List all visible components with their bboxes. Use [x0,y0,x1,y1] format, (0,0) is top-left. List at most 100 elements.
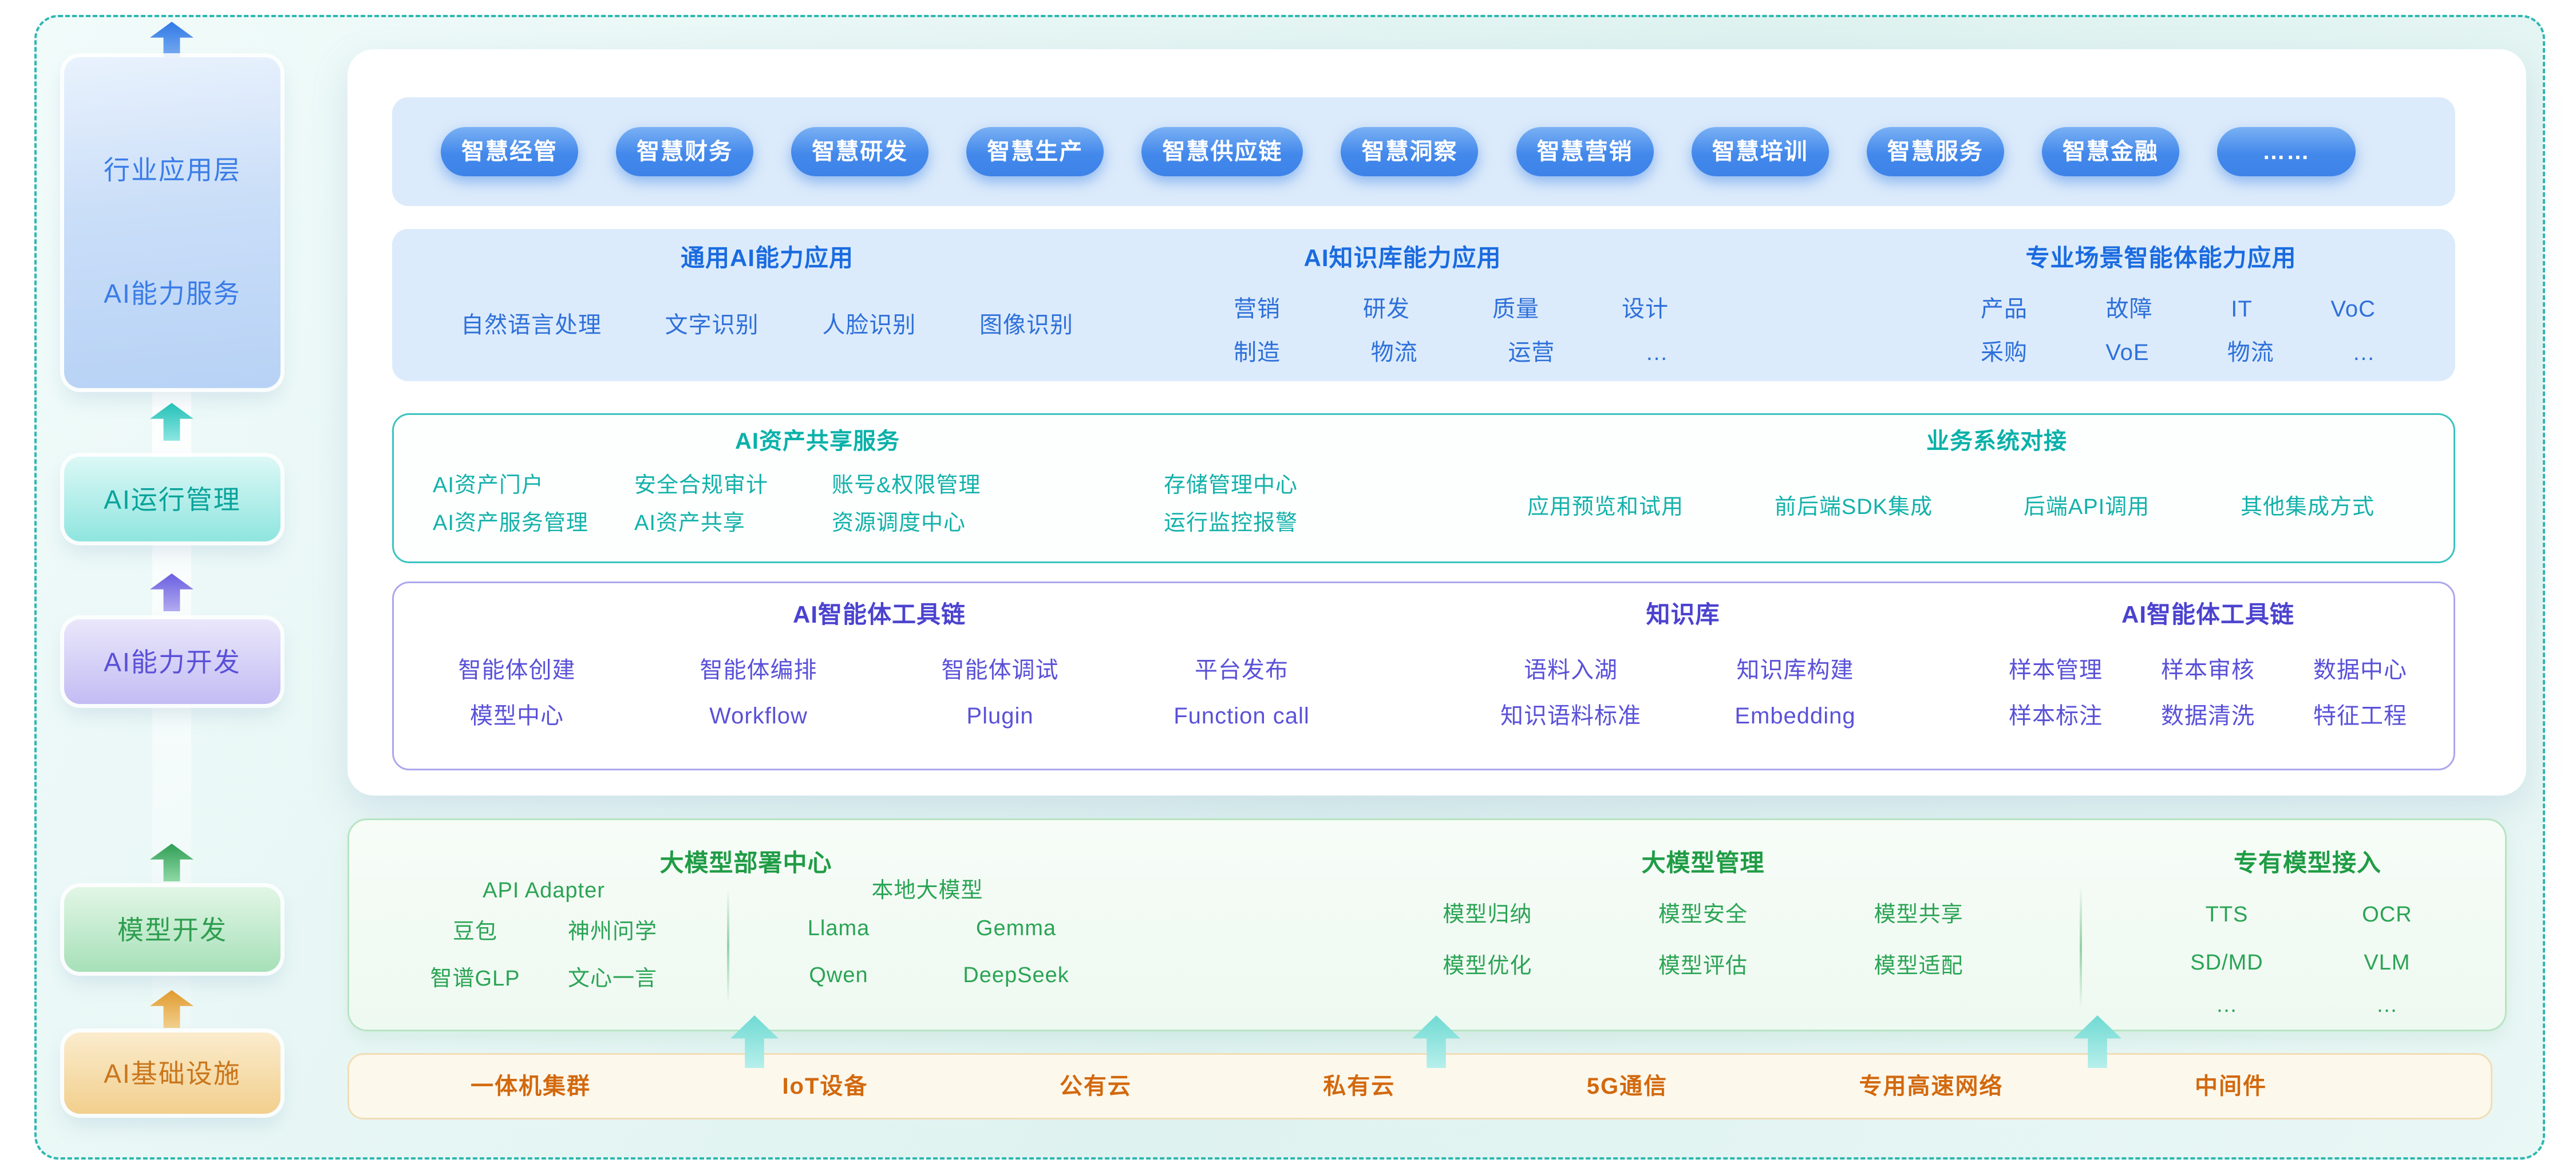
capability-item: 故障 [2105,296,2153,322]
model-item: 模型评估 [1658,954,1748,978]
app-pill-more: …… [2217,127,2356,176]
infra-item: 公有云 [1059,1074,1132,1099]
layer-ai-operation-label: AI运行管理 [104,485,241,515]
general-ai-title: 通用AI能力应用 [680,244,854,271]
runtime-item: AI资产共享 [634,511,745,535]
app-pill: 智慧经管 [441,127,578,176]
devtool-item: Workflow [709,703,808,729]
runtime-item: 资源调度中心 [832,511,966,535]
ai-development-box: AI智能体工具链 智能体创建 智能体编排 智能体调试 平台发布 模型中心 Wor… [392,581,2455,770]
runtime-item: 后端API调用 [2023,495,2150,519]
capability-item: 研发 [1363,296,1410,322]
capability-item: … [1645,340,1669,365]
devtool-item: 特征工程 [2313,703,2407,729]
agent-scene-title: 专业场景智能体能力应用 [2025,244,2297,271]
model-item: 智谱GLP [430,967,520,991]
model-item: SD/MD [2190,951,2263,975]
api-adapter-row1: 豆包 神州问学 [406,921,681,943]
capability-item: 物流 [2227,340,2274,365]
model-item: 文心一言 [567,967,657,991]
devtool-item: 模型中心 [470,703,564,729]
model-item: TTS [2205,903,2249,927]
runtime-item: 其他集成方式 [2240,495,2374,519]
layer-ai-service-label: AI能力服务 [104,279,241,308]
model-item: Qwen [809,963,868,987]
devtool-item: 数据清洗 [2161,703,2255,729]
app-pill: 智慧金融 [2041,127,2179,176]
capability-item: 图像识别 [979,312,1073,338]
devtool-item: 知识语料标准 [1500,703,1641,729]
dedicated-model-title: 专有模型接入 [2233,849,2381,876]
model-item: OCR [2362,903,2412,927]
model-item: DeepSeek [963,963,1069,987]
data-toolchain-row1: 样本管理 样本审核 数据中心 [1980,659,2436,682]
kb-ai-row1: 营销 研发 质量 设计 [1205,298,1697,321]
capability-item: IT [2231,296,2253,322]
capability-item: 质量 [1492,296,1539,322]
kb-ai-title: AI知识库能力应用 [1303,244,1502,271]
model-item: 模型安全 [1658,903,1748,927]
runtime-item: 运行监控报警 [1164,511,1298,535]
model-item: … [2376,993,2399,1017]
system-integration-items: 应用预览和试用 前后端SDK集成 后端API调用 其他集成方式 [1527,496,2374,518]
model-item: Gemma [975,916,1057,940]
runtime-management-box: AI资产共享服务 AI资产门户 安全合规审计 账号&权限管理 存储管理中心 AI… [392,413,2455,563]
local-model-row1: Llama Gemma [750,917,1105,939]
model-item: VLM [2364,951,2411,975]
layer-ai-infrastructure: AI基础设施 [64,1032,280,1114]
agent-toolchain-row2: 模型中心 Workflow Plugin Function call [396,705,1362,727]
layer-ai-development-label: AI能力开发 [104,647,241,677]
agent-scene-row2: 采购 VoE 物流 … [1961,341,2396,364]
model-manage-row1: 模型归纳 模型安全 模型共享 [1380,904,2026,925]
kb-ai-row2: 制造 物流 运营 … [1205,341,1697,364]
local-model-row2: Qwen DeepSeek [750,964,1105,986]
model-item: 模型适配 [1874,954,1963,978]
devtool-item: 智能体调试 [941,658,1059,683]
knowledge-base-row2: 知识语料标准 Embedding [1459,705,1907,727]
app-pill: 智慧生产 [966,127,1104,176]
devtool-item: 数据中心 [2313,658,2407,683]
capabilities-panel: 通用AI能力应用 自然语言处理 文字识别 人脸识别 图像识别 AI知识库能力应用… [392,229,2455,381]
smart-apps-panel: 智慧经管 智慧财务 智慧研发 智慧生产 智慧供应链 智慧洞察 智慧营销 智慧培训… [392,97,2455,206]
app-pill: 智慧洞察 [1341,127,1479,176]
capability-item: … [2352,340,2376,365]
runtime-item: 应用预览和试用 [1527,495,1684,519]
capability-item: 运营 [1508,340,1555,365]
model-deploy-title: 大模型部署中心 [659,849,832,876]
app-pill: 智慧服务 [1866,127,2004,176]
knowledge-base-row1: 语料入湖 知识库构建 [1459,659,1907,682]
capability-item: 设计 [1622,296,1669,322]
capability-item: 营销 [1234,296,1281,322]
app-pill: 智慧供应链 [1141,127,1303,176]
app-pill: 智慧营销 [1516,127,1654,176]
infra-item: 一体机集群 [471,1074,591,1099]
deploy-divider [727,889,729,1003]
runtime-item: 存储管理中心 [1164,473,1298,497]
capability-item: VoC [2330,296,2376,322]
model-item: 模型共享 [1874,903,1963,927]
model-manage-title: 大模型管理 [1641,849,1765,876]
capability-item: 制造 [1234,340,1281,365]
infra-item: IoT设备 [782,1074,868,1099]
runtime-item: AI资产门户 [433,473,544,497]
capability-item: 产品 [1981,296,2028,322]
api-adapter-subtitle: API Adapter [483,879,605,903]
infra-item: 私有云 [1323,1074,1396,1099]
dedicated-model-row2: SD/MD VLM [2147,952,2467,974]
data-toolchain-title: AI智能体工具链 [2121,601,2294,628]
devtool-item: 语料入湖 [1524,658,1618,683]
layer-model-development: 模型开发 [64,887,280,972]
layer-industry-application: 行业应用层 AI能力服务 [64,57,280,388]
layer-industry-label: 行业应用层 [104,155,241,185]
capability-item: VoE [2105,340,2150,365]
runtime-item: 安全合规审计 [634,473,769,497]
devtool-item: 样本标注 [2009,703,2103,729]
layer-ai-infrastructure-label: AI基础设施 [104,1059,241,1089]
model-item: 模型归纳 [1443,903,1532,927]
layer-ai-development: AI能力开发 [64,619,280,704]
devtool-item: 智能体编排 [700,658,817,683]
layer-model-development-label: 模型开发 [117,915,227,945]
model-development-panel: 大模型部署中心 API Adapter 豆包 神州问学 智谱GLP 文心一言 本… [347,818,2507,1031]
devtool-item: 智能体创建 [458,658,576,683]
model-item: Llama [807,916,870,940]
